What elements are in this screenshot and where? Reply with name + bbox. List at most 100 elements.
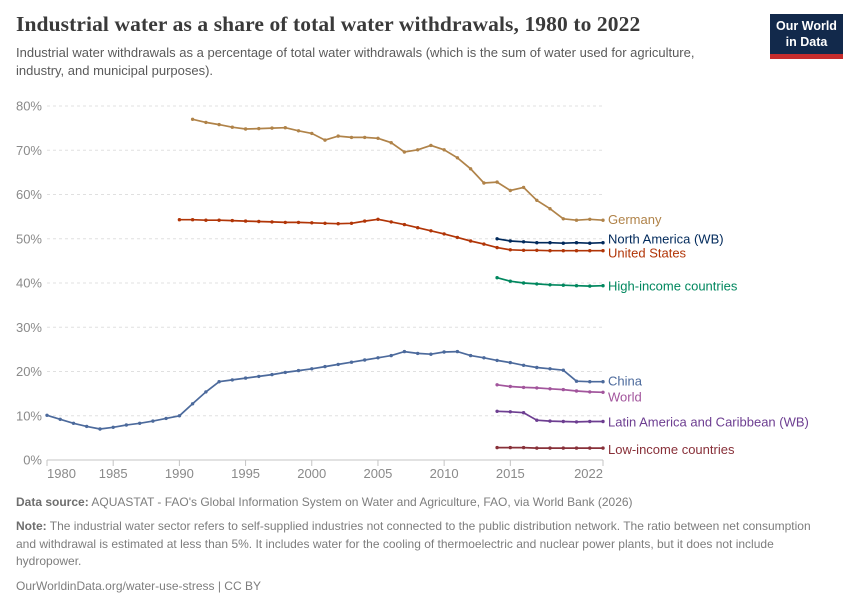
series-point: [204, 390, 208, 394]
data-source-text: AQUASTAT - FAO's Global Information Syst…: [91, 495, 633, 509]
y-tick-label: 40%: [16, 276, 42, 291]
series-point: [588, 249, 592, 253]
series-point: [376, 136, 380, 140]
series-point: [521, 248, 526, 252]
series-point: [190, 117, 195, 121]
series-point: [429, 143, 433, 148]
owid-logo-line2: in Data: [785, 34, 828, 49]
series-point: [243, 376, 248, 380]
series-point: [588, 284, 592, 288]
series-point: [548, 207, 552, 211]
series-point: [138, 421, 142, 425]
series-point: [429, 229, 433, 233]
series-point: [442, 232, 446, 236]
series-point: [588, 241, 592, 245]
series-point: [217, 122, 221, 127]
series-point: [177, 218, 182, 222]
series-point: [151, 419, 155, 423]
series-point: [363, 358, 367, 362]
series-point: [349, 221, 354, 225]
series-china: China: [45, 349, 643, 431]
series-point: [217, 380, 221, 384]
series-point: [442, 350, 446, 354]
series-point: [190, 402, 195, 406]
series-point: [548, 387, 552, 391]
series-point: [243, 219, 248, 223]
series-point: [521, 385, 526, 390]
x-tick-label: 1995: [231, 466, 260, 480]
series-point: [535, 365, 539, 370]
y-tick-label: 20%: [16, 364, 42, 379]
chart-url-link[interactable]: OurWorldinData.org/water-use-stress | CC…: [16, 578, 261, 593]
series-point: [257, 219, 261, 224]
series-point: [574, 389, 579, 393]
series-point: [270, 372, 274, 377]
series-point: [442, 148, 446, 152]
series-point: [561, 241, 565, 245]
series-label-china: China: [608, 374, 643, 389]
x-tick-label: 1985: [99, 466, 128, 480]
series-point: [535, 446, 539, 450]
series-point: [402, 150, 407, 154]
series-point: [508, 248, 512, 252]
series-point: [601, 390, 605, 394]
series-point: [230, 125, 234, 129]
data-source-line: Data source: AQUASTAT - FAO's Global Inf…: [16, 494, 836, 511]
series-point: [495, 237, 499, 241]
series-point: [521, 363, 526, 367]
series-point: [429, 352, 433, 356]
series-point: [601, 241, 605, 245]
series-point: [58, 417, 62, 421]
series-point: [574, 218, 579, 222]
series-point: [468, 239, 473, 243]
owid-logo-line1: Our World: [776, 19, 837, 33]
series-point: [495, 383, 499, 387]
y-tick-label: 10%: [16, 408, 42, 423]
series-point: [389, 353, 393, 358]
note-label: Note:: [16, 519, 47, 534]
series-point: [296, 220, 301, 225]
x-tick-label: 2005: [363, 466, 392, 480]
series-latin-america-and-caribbean-wb: Latin America and Caribbean (WB): [495, 409, 809, 430]
series-united-states: United States: [177, 217, 687, 261]
series-point: [363, 135, 367, 140]
owid-logo[interactable]: Our World in Data: [770, 14, 843, 60]
series-point: [416, 148, 420, 152]
series-point: [283, 220, 287, 225]
series-point: [349, 135, 354, 140]
series-point: [257, 374, 261, 379]
series-label-world: World: [608, 389, 642, 404]
series-point: [521, 240, 526, 244]
series-point: [190, 218, 195, 222]
series-point: [323, 138, 327, 142]
series-point: [535, 248, 539, 252]
series-point: [535, 386, 539, 390]
data-source-label: Data source:: [16, 495, 89, 509]
series-point: [296, 368, 301, 373]
series-point: [495, 180, 499, 184]
series-point: [601, 218, 605, 222]
chart-header: Industrial water as a share of total wat…: [16, 12, 834, 80]
series-north-america-wb: North America (WB): [495, 232, 724, 247]
series-point: [204, 120, 208, 125]
series-point: [177, 414, 182, 418]
series-point: [243, 127, 248, 131]
series-point: [574, 420, 579, 424]
series-point: [482, 242, 486, 246]
note-text: The industrial water sector refers to se…: [16, 519, 811, 569]
series-label-united-states: United States: [608, 246, 687, 261]
series-point: [376, 217, 380, 221]
series-point: [548, 241, 552, 245]
series-line-germany: [192, 118, 604, 222]
series-point: [535, 282, 539, 286]
series-point: [349, 360, 354, 364]
series-point: [495, 245, 499, 250]
y-tick-label: 50%: [16, 231, 42, 246]
series-high-income-countries: High-income countries: [495, 276, 738, 294]
series-point: [455, 156, 460, 160]
chart-title: Industrial water as a share of total wat…: [16, 12, 641, 36]
x-tick-label: 2022: [574, 466, 603, 480]
series-point: [310, 131, 314, 136]
series-point: [588, 446, 592, 450]
